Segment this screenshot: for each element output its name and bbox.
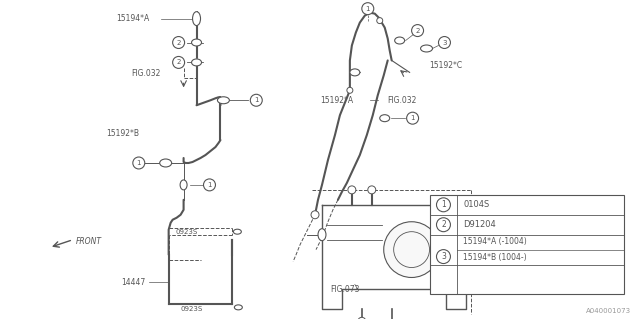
Ellipse shape: [234, 229, 241, 234]
Text: 15192*B: 15192*B: [106, 129, 139, 138]
Circle shape: [406, 112, 419, 124]
Text: 0923S: 0923S: [180, 306, 203, 312]
Circle shape: [204, 179, 216, 191]
Ellipse shape: [193, 12, 200, 26]
Ellipse shape: [160, 159, 172, 167]
Ellipse shape: [180, 180, 187, 190]
Ellipse shape: [420, 45, 433, 52]
Circle shape: [311, 211, 319, 219]
Text: 15194*A (-1004): 15194*A (-1004): [463, 237, 527, 246]
Ellipse shape: [350, 69, 360, 76]
Circle shape: [412, 25, 424, 36]
Text: 0104S: 0104S: [463, 200, 490, 209]
Ellipse shape: [191, 59, 202, 66]
Text: 2: 2: [177, 39, 181, 45]
Circle shape: [436, 218, 451, 232]
Text: A040001073: A040001073: [586, 308, 630, 314]
Ellipse shape: [218, 97, 229, 104]
Circle shape: [173, 36, 184, 49]
Circle shape: [368, 186, 376, 194]
Ellipse shape: [234, 305, 243, 310]
Bar: [429, 195, 623, 294]
Text: FIG.032: FIG.032: [131, 69, 160, 78]
Circle shape: [250, 94, 262, 106]
Text: D91204: D91204: [463, 220, 496, 229]
Text: 2: 2: [177, 60, 181, 65]
Text: 1: 1: [410, 115, 415, 121]
Circle shape: [377, 18, 383, 24]
Text: 2: 2: [441, 220, 446, 229]
Ellipse shape: [318, 229, 326, 241]
Circle shape: [348, 186, 356, 194]
Circle shape: [362, 3, 374, 15]
Circle shape: [436, 250, 451, 264]
Circle shape: [384, 222, 440, 277]
Circle shape: [347, 87, 353, 93]
Text: 1: 1: [441, 200, 446, 209]
Text: 1: 1: [207, 182, 212, 188]
Text: 2: 2: [415, 28, 420, 34]
Text: 15192*C: 15192*C: [429, 61, 463, 70]
Text: 14447: 14447: [121, 278, 145, 287]
Text: 1: 1: [365, 6, 370, 12]
Text: 0923S: 0923S: [175, 229, 198, 235]
Text: 3: 3: [442, 39, 447, 45]
Text: 3: 3: [441, 252, 446, 261]
Text: 15194*A: 15194*A: [116, 14, 149, 23]
Circle shape: [358, 317, 366, 320]
Ellipse shape: [380, 115, 390, 122]
Text: FIG.073: FIG.073: [330, 285, 360, 294]
Ellipse shape: [191, 39, 202, 46]
Circle shape: [438, 36, 451, 49]
Text: FRONT: FRONT: [76, 237, 102, 246]
Text: 1: 1: [136, 160, 141, 166]
Text: 15192*A: 15192*A: [320, 96, 353, 105]
Text: 1: 1: [254, 97, 259, 103]
Circle shape: [436, 198, 451, 212]
Ellipse shape: [395, 37, 404, 44]
Text: FIG.032: FIG.032: [388, 96, 417, 105]
Text: 15194*B (1004-): 15194*B (1004-): [463, 253, 527, 262]
Circle shape: [133, 157, 145, 169]
Circle shape: [173, 56, 184, 68]
